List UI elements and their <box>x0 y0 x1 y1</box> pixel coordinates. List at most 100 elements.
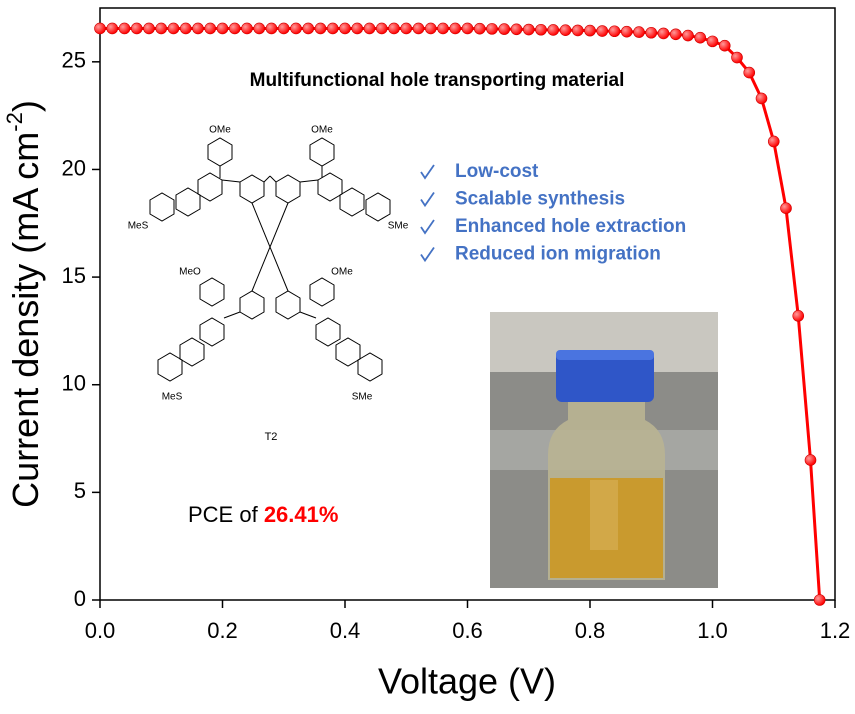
data-point <box>755 92 768 105</box>
feature-list: Low-cost Scalable synthesis Enhanced hole … <box>420 161 686 265</box>
check-icon <box>420 164 435 180</box>
y-tick-label: 0 <box>74 586 86 611</box>
data-point <box>375 22 388 35</box>
x-tick-label: 0.4 <box>330 618 361 643</box>
feature-item: Scalable synthesis <box>455 189 625 210</box>
x-axis-title: Voltage (V) <box>378 661 556 702</box>
data-point <box>633 26 645 38</box>
inset-title: Multifunctional hole transporting materi… <box>250 70 625 91</box>
molecule-labels: OMe OMe MeS SMe MeO OMe MeS SMe <box>128 125 409 403</box>
y-axis-title: Current density (mA cm-2) <box>2 100 46 508</box>
check-icon <box>420 246 435 263</box>
data-point <box>596 25 609 37</box>
pce-text: PCE of 26.41% <box>188 502 338 527</box>
data-point <box>94 22 106 35</box>
data-point <box>682 29 694 42</box>
x-tick-label: 0.6 <box>452 618 483 643</box>
data-point <box>473 22 486 35</box>
data-point <box>780 202 792 215</box>
data-point <box>718 39 731 52</box>
molecule-label: OMe <box>311 125 333 136</box>
y-tick-label: 10 <box>62 371 86 396</box>
x-tick-label: 0.2 <box>207 618 238 643</box>
molecule-label: MeS <box>128 221 149 232</box>
data-point <box>204 22 217 35</box>
molecule-label: SMe <box>388 221 409 232</box>
y-axis-title-main: Current density (mA cm <box>5 132 46 508</box>
data-point <box>510 23 523 36</box>
data-point <box>584 24 596 37</box>
molecule-name: T2 <box>265 431 278 443</box>
y-tick-label: 5 <box>74 478 86 503</box>
y-tick-label: 20 <box>62 155 86 180</box>
y-axis-title-sup: -2 <box>2 112 27 132</box>
molecule-label: MeS <box>162 392 183 403</box>
feature-item: Low-cost <box>455 161 539 182</box>
data-point <box>657 27 670 40</box>
data-point <box>228 22 241 35</box>
data-point <box>547 24 560 36</box>
data-point <box>669 28 682 41</box>
data-point <box>155 22 168 35</box>
axes: 0.0 0.2 0.4 0.6 0.8 1.0 1.2 0 5 10 15 20 25 <box>62 48 851 643</box>
data-point <box>424 22 437 35</box>
y-tick-label: 25 <box>62 48 86 73</box>
data-point <box>400 22 413 35</box>
x-tick-label: 0.8 <box>575 618 606 643</box>
data-point <box>498 23 511 35</box>
data-point <box>559 24 572 36</box>
data-point <box>743 66 756 79</box>
data-point <box>449 22 462 35</box>
data-point <box>535 23 547 36</box>
data-point <box>130 22 143 35</box>
bottle-photo <box>490 312 718 588</box>
x-tick-label: 1.2 <box>820 618 851 643</box>
data-point <box>265 22 278 35</box>
data-point <box>767 135 780 148</box>
data-point <box>326 22 339 35</box>
check-icon <box>420 219 435 235</box>
plot-marks <box>94 22 826 606</box>
data-point <box>731 51 743 64</box>
data-point <box>302 22 315 35</box>
feature-item: Reduced ion migration <box>455 244 661 265</box>
data-point <box>241 22 253 35</box>
molecule-label: SMe <box>352 392 373 403</box>
y-tick-label: 15 <box>62 263 86 288</box>
molecule-label: OMe <box>209 125 231 136</box>
data-point <box>804 454 817 466</box>
data-point <box>608 25 621 38</box>
data-point <box>706 35 719 48</box>
data-point <box>645 26 658 39</box>
data-point <box>694 31 707 44</box>
feature-item: Enhanced hole extraction <box>455 216 686 237</box>
data-point <box>792 310 805 322</box>
data-point <box>277 22 290 35</box>
data-point <box>363 22 376 35</box>
molecule-structure <box>149 137 391 382</box>
data-point <box>461 22 474 35</box>
data-point <box>314 22 327 35</box>
pce-value: 26.41% <box>264 502 339 527</box>
data-point <box>290 22 302 35</box>
check-icon <box>420 191 435 208</box>
data-point <box>179 22 192 35</box>
molecule-label: MeO <box>179 267 201 278</box>
data-point <box>216 22 229 35</box>
data-point <box>106 22 119 35</box>
data-point <box>813 594 826 606</box>
data-point <box>253 22 266 35</box>
data-point <box>412 22 425 35</box>
data-point <box>192 22 204 35</box>
data-point <box>522 23 535 36</box>
data-point <box>167 22 180 35</box>
y-axis-title-end: ) <box>5 100 46 112</box>
data-point <box>486 23 498 35</box>
data-point <box>571 24 584 37</box>
x-tick-label: 0.0 <box>85 618 116 643</box>
molecule-label: OMe <box>331 267 353 278</box>
pce-prefix: PCE of <box>188 502 264 527</box>
data-point <box>339 22 351 35</box>
